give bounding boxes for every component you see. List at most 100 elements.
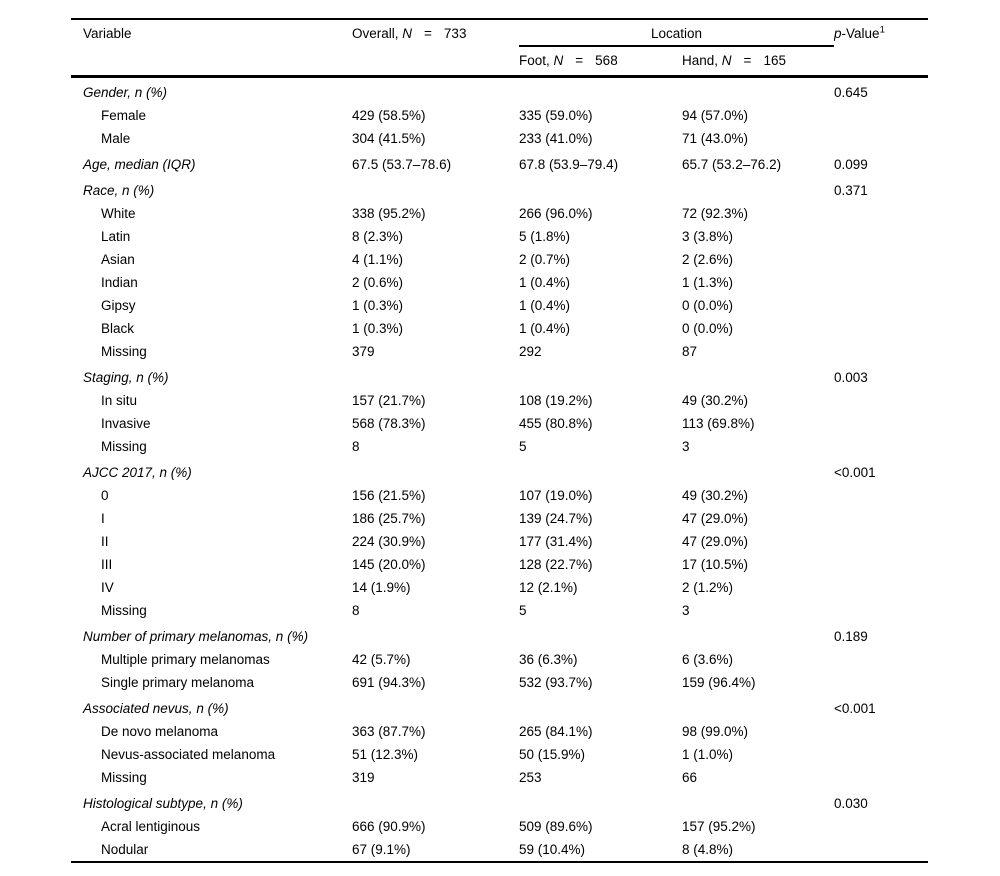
hand-value: 2 (2.6%): [682, 251, 734, 267]
overall-value: [352, 363, 519, 389]
foot-value: 292: [519, 343, 542, 359]
foot-count: 568: [595, 53, 618, 69]
overall-value: 666 (90.9%): [352, 818, 426, 834]
p-value: [834, 340, 928, 363]
hand-value: [682, 622, 834, 648]
row-label: Acral lentiginous: [101, 818, 201, 834]
p-value: [834, 599, 928, 622]
overall-value: 14 (1.9%): [352, 579, 411, 595]
overall-value: 51 (12.3%): [352, 746, 419, 762]
overall-value: 429 (58.5%): [352, 107, 426, 123]
p-symbol: p: [834, 26, 842, 41]
row-label: Latin: [101, 228, 131, 244]
row-label: Missing: [101, 602, 147, 618]
overall-value: [352, 694, 519, 720]
table-row: Missing 319 253 66: [71, 766, 928, 789]
hand-value: 72 (92.3%): [682, 205, 749, 221]
table-row: Black 1 (0.3%) 1 (0.4%) 0 (0.0%): [71, 317, 928, 340]
row-label: Multiple primary melanomas: [101, 651, 270, 667]
overall-value: [352, 622, 519, 648]
row-label: IV: [101, 579, 114, 595]
overall-value: 67 (9.1%): [352, 841, 411, 857]
foot-value: 50 (15.9%): [519, 746, 586, 762]
row-label: II: [101, 533, 109, 549]
foot-value: 177 (31.4%): [519, 533, 593, 549]
foot-value: 5: [519, 602, 527, 618]
table-row: Missing 8 5 3: [71, 435, 928, 458]
p-value: [834, 127, 928, 150]
table-row: In situ 157 (21.7%) 108 (19.2%) 49 (30.2…: [71, 389, 928, 412]
hand-value: 3: [682, 602, 690, 618]
hand-value: 159 (96.4%): [682, 674, 756, 690]
foot-value: 2 (0.7%): [519, 251, 571, 267]
overall-value: 8: [352, 602, 360, 618]
p-value: [834, 553, 928, 576]
hand-value: [682, 76, 834, 104]
table-row: IV 14 (1.9%) 12 (2.1%) 2 (1.2%): [71, 576, 928, 599]
p-value: [834, 225, 928, 248]
row-label: Indian: [101, 274, 138, 290]
foot-value: [519, 76, 682, 104]
foot-value: 1 (0.4%): [519, 274, 571, 290]
foot-value: 59 (10.4%): [519, 841, 586, 857]
foot-value: [519, 458, 682, 484]
hand-value: 47 (29.0%): [682, 510, 749, 526]
overall-n-symbol: N: [402, 26, 413, 41]
row-label: Invasive: [101, 415, 151, 431]
overall-label: Overall,: [352, 26, 399, 41]
overall-value: 379: [352, 343, 375, 359]
hand-value: [682, 176, 834, 202]
row-label: Single primary melanoma: [101, 674, 255, 690]
hand-value: 113 (69.8%): [682, 415, 755, 431]
hand-value: 98 (99.0%): [682, 723, 749, 739]
foot-value: 233 (41.0%): [519, 130, 593, 146]
column-header-overall: Overall, N = 733: [352, 19, 519, 76]
table-row: Associated nevus, n (%) <0.001: [71, 694, 928, 720]
table-row: Female 429 (58.5%) 335 (59.0%) 94 (57.0%…: [71, 104, 928, 127]
row-label: White: [101, 205, 136, 221]
foot-value: 5 (1.8%): [519, 228, 571, 244]
table-row: Multiple primary melanomas 42 (5.7%) 36 …: [71, 648, 928, 671]
overall-value: 304 (41.5%): [352, 130, 426, 146]
foot-value: 108 (19.2%): [519, 392, 593, 408]
hand-value: [682, 694, 834, 720]
hand-value: 3: [682, 438, 690, 454]
overall-value: 42 (5.7%): [352, 651, 411, 667]
foot-value: 265 (84.1%): [519, 723, 593, 739]
row-label: Staging, n (%): [83, 369, 169, 385]
row-label: Race, n (%): [83, 182, 155, 198]
foot-value: 1 (0.4%): [519, 297, 571, 313]
foot-value: [519, 176, 682, 202]
table-row: 0 156 (21.5%) 107 (19.0%) 49 (30.2%): [71, 484, 928, 507]
hand-value: [682, 458, 834, 484]
overall-value: 363 (87.7%): [352, 723, 426, 739]
foot-value: 67.8 (53.9–79.4): [519, 156, 619, 172]
hand-value: 87: [682, 343, 698, 359]
variable-label: Variable: [83, 26, 132, 41]
header-row-sub: Foot, N = 568 Hand, N = 165: [71, 46, 928, 76]
overall-value: 319: [352, 769, 375, 785]
p-value: 0.003: [834, 369, 868, 385]
foot-value: 107 (19.0%): [519, 487, 593, 503]
hand-equals: =: [743, 53, 752, 69]
overall-value: 338 (95.2%): [352, 205, 426, 221]
foot-value: [519, 694, 682, 720]
table-row: Staging, n (%) 0.003: [71, 363, 928, 389]
statistics-table: Variable Overall, N = 733 Location p-Value…: [71, 18, 929, 863]
table-row: Gender, n (%) 0.645: [71, 76, 928, 104]
p-value: 0.189: [834, 628, 868, 644]
table-row: Latin 8 (2.3%) 5 (1.8%) 3 (3.8%): [71, 225, 928, 248]
row-label: Gipsy: [101, 297, 136, 313]
overall-count: 733: [443, 26, 467, 41]
row-label: 0: [101, 487, 109, 503]
foot-value: 509 (89.6%): [519, 818, 593, 834]
foot-value: 5: [519, 438, 527, 454]
hand-value: 0 (0.0%): [682, 320, 734, 336]
table-row: De novo melanoma 363 (87.7%) 265 (84.1%)…: [71, 720, 928, 743]
foot-value: 266 (96.0%): [519, 205, 593, 221]
p-value: [834, 671, 928, 694]
foot-value: 1 (0.4%): [519, 320, 571, 336]
hand-value: 47 (29.0%): [682, 533, 749, 549]
row-label: Gender, n (%): [83, 84, 168, 100]
